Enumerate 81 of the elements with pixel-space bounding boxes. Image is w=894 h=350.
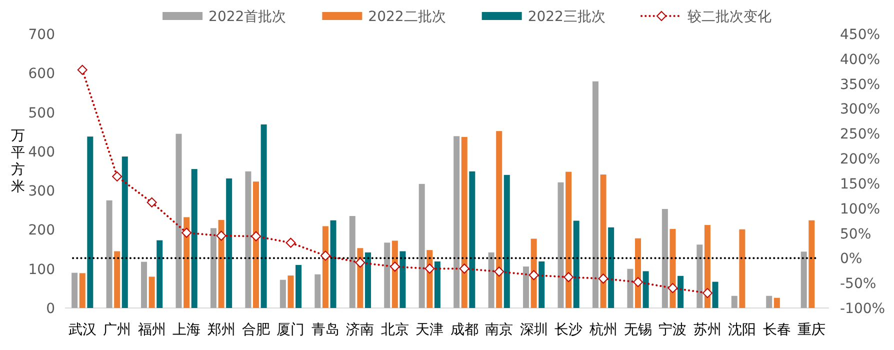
point: [355, 258, 366, 268]
bar: [280, 280, 286, 308]
point: [216, 230, 226, 241]
legend-label: 2022二批次: [368, 9, 446, 25]
bar: [496, 131, 502, 308]
point: [320, 250, 330, 261]
bar: [322, 226, 328, 308]
bar: [218, 220, 224, 308]
bar: [384, 242, 390, 308]
bar: [245, 171, 252, 308]
point: [564, 272, 574, 282]
bar: [766, 296, 772, 308]
point: [286, 238, 296, 248]
bar: [122, 156, 128, 308]
point: [182, 228, 192, 238]
bar: [739, 229, 746, 308]
bar: [184, 217, 190, 308]
bar: [774, 298, 780, 308]
point: [633, 277, 643, 288]
point: [251, 231, 261, 242]
legend-label: 2022三批次: [528, 9, 606, 25]
bar: [148, 276, 155, 308]
bar: [79, 273, 86, 308]
bar: [288, 276, 294, 308]
bar: [191, 169, 198, 308]
bar: [600, 174, 606, 308]
bar: [662, 208, 668, 308]
bar: [72, 272, 78, 308]
point: [494, 266, 504, 277]
bar: [573, 220, 580, 308]
point: [598, 274, 608, 284]
bar: [253, 182, 259, 308]
point: [112, 171, 122, 182]
bar: [156, 240, 163, 308]
point: [668, 283, 678, 294]
point: [702, 288, 712, 298]
bar: [704, 225, 710, 308]
point: [528, 270, 539, 280]
bar: [260, 124, 267, 308]
bar: [418, 184, 425, 308]
bar: [114, 251, 120, 308]
point: [424, 264, 435, 274]
bar: [461, 136, 468, 308]
bar: [349, 216, 356, 308]
bar: [696, 244, 703, 308]
bar: [454, 136, 460, 308]
legend-label: 2022首批次: [208, 9, 286, 25]
bar: [434, 261, 440, 308]
bar: [592, 81, 598, 308]
bar: [558, 182, 564, 308]
bar: [566, 172, 572, 308]
bar: [608, 227, 614, 308]
bar: [106, 200, 112, 308]
bar: [364, 252, 371, 308]
bar: [400, 251, 406, 308]
legend-label: 较二批次变化: [687, 9, 772, 25]
bar: [538, 261, 545, 308]
bar: [296, 264, 302, 308]
bar: [210, 228, 216, 308]
bar: [627, 268, 634, 308]
bar: [87, 136, 94, 308]
bar: [712, 282, 718, 308]
bar: [678, 276, 684, 308]
bar: [469, 171, 476, 308]
point: [459, 264, 470, 274]
bar: [314, 274, 321, 308]
bar: [488, 252, 494, 308]
point: [77, 64, 88, 75]
bar: [176, 134, 182, 308]
point: [146, 197, 157, 208]
point: [390, 262, 400, 272]
bar: [141, 262, 148, 308]
ylabel: 万平方米: [11, 128, 25, 195]
bar: [330, 220, 336, 308]
bar: [642, 271, 649, 308]
bar: [504, 174, 510, 308]
bar: [226, 178, 232, 308]
bar: [800, 252, 807, 308]
bar: [523, 266, 530, 308]
bar: [808, 220, 815, 308]
bar: [731, 296, 738, 308]
